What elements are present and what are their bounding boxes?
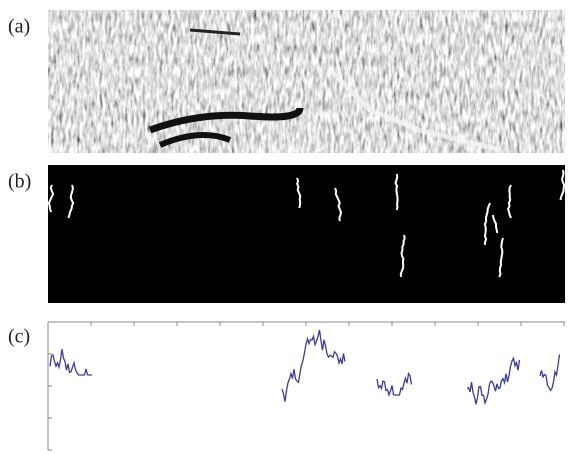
dark-streak xyxy=(189,28,241,36)
crack xyxy=(334,187,342,222)
binary-map xyxy=(48,165,565,303)
crack xyxy=(67,184,75,219)
crack xyxy=(507,184,512,219)
signal-line xyxy=(466,356,521,406)
signal-line xyxy=(539,354,561,392)
crack xyxy=(296,177,302,209)
surface-image xyxy=(48,10,565,153)
crack xyxy=(559,169,566,201)
crack xyxy=(394,173,399,211)
ticks xyxy=(47,321,565,451)
panel-label: (a) xyxy=(8,16,30,38)
signal-line xyxy=(376,371,413,398)
crack xyxy=(47,184,55,213)
panel-label: (c) xyxy=(8,326,30,348)
texture xyxy=(48,10,565,153)
dark-streak xyxy=(148,107,304,134)
dark-streak xyxy=(158,132,232,148)
crack xyxy=(483,202,491,246)
signal-line xyxy=(281,329,346,402)
panel-label: (b) xyxy=(8,171,31,193)
crack xyxy=(399,234,406,278)
light-streak xyxy=(328,68,501,153)
crack xyxy=(498,237,504,278)
crack-traces xyxy=(47,169,566,278)
crack xyxy=(492,214,499,234)
signal-line xyxy=(49,349,92,376)
signal xyxy=(49,329,561,406)
signal-plot xyxy=(47,321,565,451)
